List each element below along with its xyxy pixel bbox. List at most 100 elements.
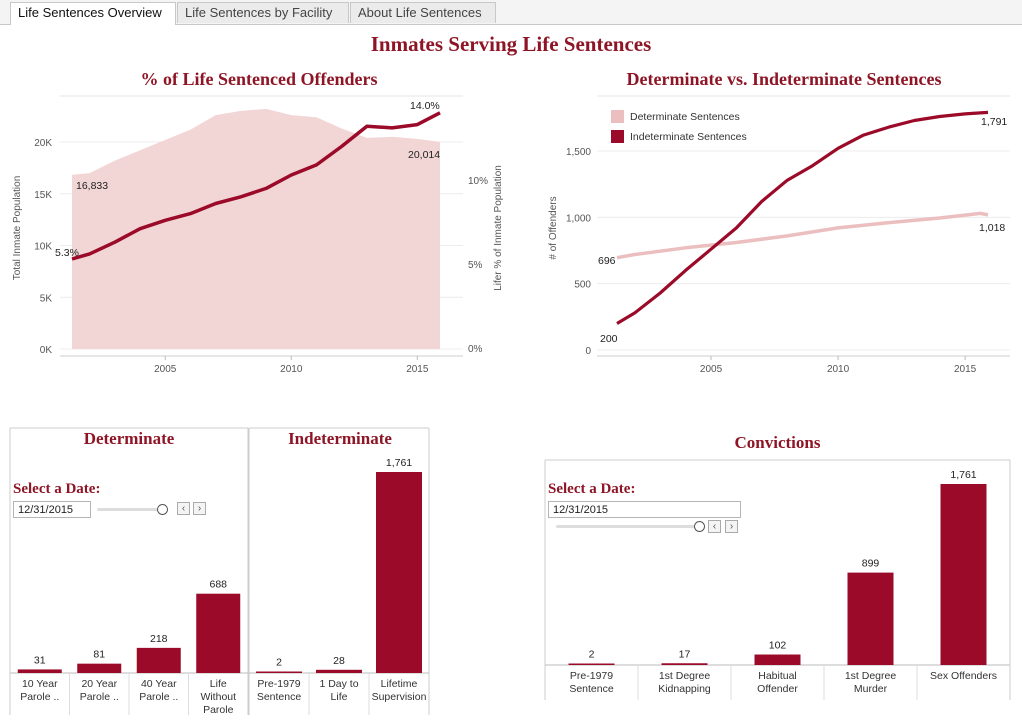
bar [196,593,241,673]
category-label: Pre-1979 Sentence [257,678,302,703]
y-tick-label: 1,000 [566,213,591,224]
bar [316,669,362,673]
category-label: 10 Year Parole .. [20,678,59,703]
y-tick-label: 1,500 [566,147,591,158]
chart-title-determinate: Determinate [83,429,175,448]
bar [661,663,708,665]
chevron-right-icon[interactable]: › [193,502,206,515]
y-right-tick-label: 5% [468,260,483,271]
y-axis-label: # of Offenders [548,196,559,259]
date-slider-right[interactable] [556,525,698,528]
chart-title-det-vs-indet: Determinate vs. Indeterminate Sentences [626,69,942,89]
bar-value-label: 2 [276,657,282,669]
bar-value-label: 31 [34,654,46,666]
y-axis-label-right: Lifer % of Inmate Population [493,165,504,291]
y-axis-label: Total Inmate Population [12,176,23,281]
bar [77,663,122,673]
annotation-det-end: 1,018 [979,222,1005,234]
chevron-left-icon[interactable]: ‹ [177,502,190,515]
page-title: Inmates Serving Life Sentences [370,32,652,56]
annotation-line-start: 5.3% [55,247,79,259]
y-right-tick-label: 10% [468,176,488,187]
bar-value-label: 1,761 [950,469,976,481]
date-input-left[interactable] [13,501,91,518]
y-tick-label: 0 [585,346,591,357]
legend-swatch [611,110,624,123]
chevron-left-icon[interactable]: ‹ [708,520,721,533]
annotation-area-end: 20,014 [408,149,440,161]
tab-about-life-sentences[interactable]: About Life Sentences [350,2,496,23]
tab-bar: Life Sentences Overview Life Sentences b… [0,0,1022,25]
x-tick-label: 2010 [280,364,303,375]
y-tick-label: 15K [34,190,52,201]
y-tick-label: 10K [34,242,52,253]
bar-value-label: 102 [769,640,787,652]
bar [136,647,181,673]
chevron-right-icon[interactable]: › [725,520,738,533]
tab-life-sentences-by-facility[interactable]: Life Sentences by Facility [177,2,349,23]
y-tick-label: 5K [40,293,53,304]
annotation-ind-start: 200 [600,333,618,345]
x-tick-label: 2005 [154,364,177,375]
chart-title-life-percent: % of Life Sentenced Offenders [140,69,378,89]
bar [940,484,987,665]
legend-label: Determinate Sentences [630,111,740,123]
bar [568,663,615,665]
legend-label: Indeterminate Sentences [630,131,747,143]
annotation-line-end: 14.0% [410,100,440,112]
category-label: 1st Degree Murder [845,670,897,695]
category-label: Life Without Parole [200,678,236,716]
chart-title-convictions: Convictions [734,433,821,452]
select-date-label-left: Select a Date: [13,481,101,497]
y-tick-label: 20K [34,138,52,149]
category-label: 40 Year Parole .. [139,678,178,703]
bar-value-label: 2 [589,649,595,661]
bar [256,671,302,673]
category-label: 1st Degree Kidnapping [658,670,711,695]
y-tick-label: 500 [574,280,591,291]
category-label: Pre-1979 Sentence [569,670,614,695]
select-date-label-right: Select a Date: [548,481,636,497]
indeterminate-line [616,110,989,325]
date-slider-thumb-left[interactable] [157,504,168,515]
determinate-line [616,211,989,260]
bar [17,669,62,673]
bar-value-label: 81 [93,649,105,661]
category-label: 1 Day to Life [319,678,358,703]
total-population-area [72,108,440,350]
category-label: Sex Offenders [930,670,997,682]
legend-swatch [611,130,624,143]
x-tick-label: 2015 [406,364,429,375]
tab-life-sentences-overview[interactable]: Life Sentences Overview [10,2,176,25]
y-right-tick-label: 0% [468,344,483,355]
bar-value-label: 1,761 [386,457,412,469]
bar-value-label: 28 [333,655,345,667]
bar-value-label: 688 [209,579,227,591]
category-label: 20 Year Parole .. [80,678,119,703]
annotation-ind-end: 1,791 [981,116,1007,128]
bar [754,654,801,665]
y-tick-label: 0K [40,345,53,356]
x-tick-label: 2010 [827,364,850,375]
bar-value-label: 17 [679,648,691,660]
date-input-right[interactable] [548,501,741,518]
lifer-percent-line [71,111,441,261]
chart-title-indeterminate: Indeterminate [288,429,392,448]
annotation-det-start: 696 [598,255,616,267]
annotation-area-start: 16,833 [76,180,108,192]
bar-value-label: 218 [150,633,168,645]
bar [376,472,422,673]
x-tick-label: 2015 [954,364,977,375]
category-label: Lifetime Supervision [372,678,427,703]
x-tick-label: 2005 [700,364,723,375]
date-slider-left[interactable] [97,508,163,511]
date-slider-thumb-right[interactable] [694,521,705,532]
category-label: Habitual Offender [757,670,798,695]
bar [847,572,894,665]
bar-value-label: 899 [862,558,880,570]
